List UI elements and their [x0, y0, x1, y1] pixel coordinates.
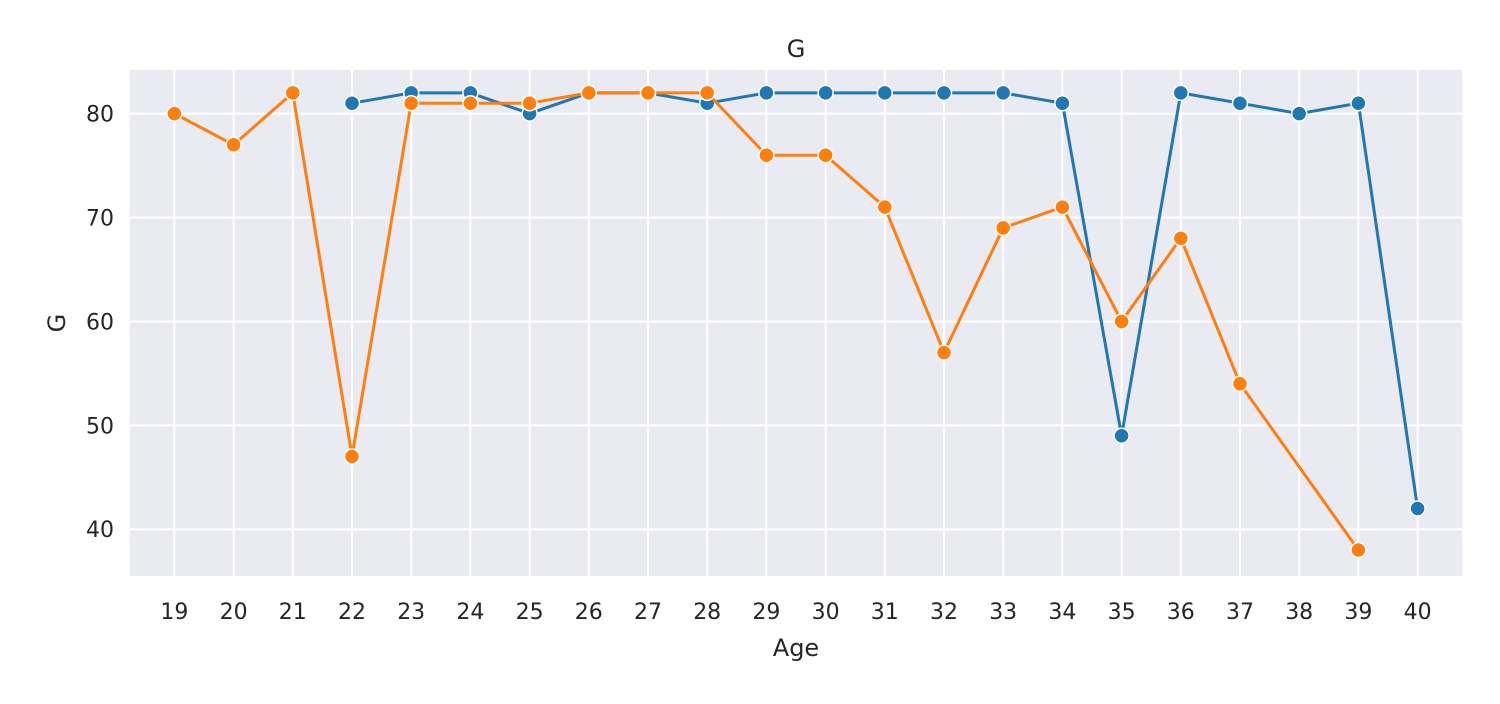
x-tick-label: 34: [1048, 600, 1076, 625]
x-tick-label: 28: [693, 600, 721, 625]
data-point: [343, 94, 361, 112]
data-point: [1172, 230, 1190, 247]
x-axis-label: Age: [773, 634, 819, 662]
x-tick-labels: 19 20 21 22 23 24 25 26 27 28 29 30 31 32 33 34 35 36 37 38…: [160, 600, 1431, 625]
data-point: [1054, 94, 1071, 112]
y-tick-label: 70: [86, 207, 114, 232]
x-tick-label: 29: [752, 600, 780, 625]
data-point: [462, 94, 479, 112]
x-tick-label: 32: [930, 600, 958, 625]
data-point: [935, 84, 953, 102]
series-group: [166, 84, 1426, 559]
x-tick-label: 24: [456, 600, 484, 625]
data-point: [876, 84, 894, 102]
x-tick-label: 40: [1404, 600, 1432, 625]
data-point: [1409, 500, 1426, 517]
data-point: [1231, 94, 1249, 112]
x-tick-label: 33: [989, 600, 1017, 625]
data-point: [1172, 84, 1190, 102]
data-point: [166, 105, 183, 122]
data-point: [1054, 198, 1071, 216]
series-2: [166, 84, 1367, 559]
data-point: [1290, 105, 1308, 122]
data-point: [1231, 375, 1249, 393]
data-point: [1350, 541, 1367, 559]
x-tick-label: 23: [397, 600, 425, 625]
y-tick-label: 60: [86, 310, 114, 335]
chart-title: G: [787, 35, 806, 63]
x-tick-label: 35: [1108, 600, 1136, 625]
y-axis-label: G: [43, 314, 71, 333]
x-tick-label: 37: [1226, 600, 1254, 625]
data-point: [994, 84, 1012, 102]
series-line: [173, 91, 1360, 551]
x-tick-label: 31: [871, 600, 899, 625]
data-point: [1113, 427, 1130, 444]
data-point: [817, 146, 834, 164]
data-point: [343, 448, 361, 465]
x-tick-label: 38: [1285, 600, 1313, 625]
data-point: [994, 219, 1012, 237]
x-tick-label: 26: [575, 600, 603, 625]
x-tick-label: 39: [1344, 600, 1372, 625]
data-point: [521, 94, 538, 112]
data-point: [935, 344, 953, 361]
data-point: [284, 84, 302, 102]
data-point: [580, 84, 598, 102]
data-point: [817, 84, 834, 102]
data-point: [402, 94, 420, 112]
x-tick-label: 36: [1167, 600, 1195, 625]
data-point: [225, 136, 242, 154]
data-point: [1113, 313, 1130, 330]
data-point: [639, 84, 657, 102]
x-tick-label: 30: [812, 600, 840, 625]
x-tick-label: 22: [338, 600, 366, 625]
data-point: [758, 84, 775, 102]
y-tick-labels: 40 50 60 70 80: [86, 103, 114, 544]
y-tick-label: 50: [86, 414, 114, 439]
x-tick-label: 27: [634, 600, 662, 625]
data-point: [698, 84, 716, 102]
data-point: [1350, 94, 1367, 112]
y-tick-label: 40: [86, 518, 114, 543]
x-tick-label: 20: [220, 600, 248, 625]
x-tick-label: 19: [160, 600, 188, 625]
y-tick-label: 80: [86, 103, 114, 128]
data-point: [758, 146, 775, 164]
x-tick-label: 21: [279, 600, 307, 625]
x-tick-label: 25: [516, 600, 544, 625]
data-point: [876, 198, 894, 216]
